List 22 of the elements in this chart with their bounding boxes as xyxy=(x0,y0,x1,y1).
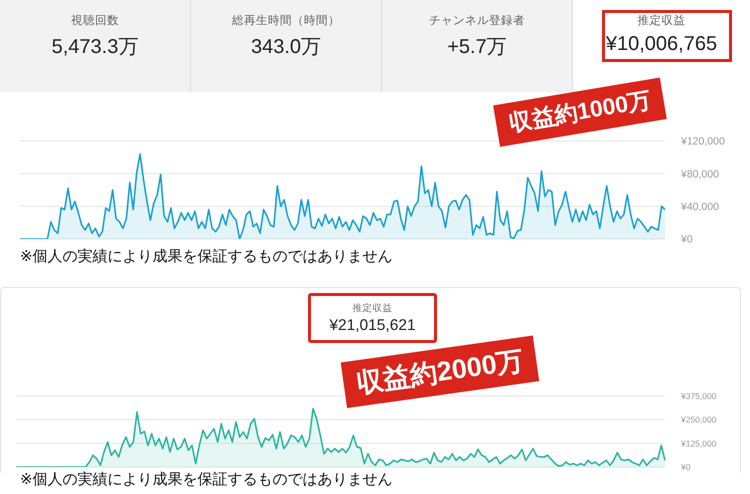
text: ¥10,006,765 xyxy=(606,33,718,55)
y-tick-label: ¥125,000 xyxy=(680,438,717,448)
y-tick-label: ¥0 xyxy=(680,462,691,472)
text: ※個人の実績により成果を保証するものではありません xyxy=(20,471,393,488)
text: 5,473.3万 xyxy=(52,36,138,58)
text: 343.0万 xyxy=(250,36,322,58)
text: 収益約1000万 xyxy=(493,78,667,146)
text: +5.7万 xyxy=(447,36,507,58)
y-tick-label: ¥250,000 xyxy=(680,414,717,425)
y-tick-label: ¥0 xyxy=(680,234,693,246)
y-tick-label: ¥40,000 xyxy=(680,201,720,214)
text: ※個人の実績により成果を保証するものではありません xyxy=(20,248,393,265)
category-label: 総再生時間（時間） xyxy=(232,15,340,27)
category-label: 視聴回数 xyxy=(71,15,119,27)
y-tick-label: ¥80,000 xyxy=(680,168,720,180)
y-tick-label: ¥120,000 xyxy=(680,136,725,148)
chart-title: 推定収益 xyxy=(352,303,392,314)
category-label: チャンネル登録者 xyxy=(429,15,525,27)
annotation: 収益約2000万 xyxy=(340,336,540,408)
category-label: 推定収益 xyxy=(638,15,686,27)
chart-subtitle: ¥21,015,621 xyxy=(329,317,416,334)
y-tick-label: ¥375,000 xyxy=(680,391,717,402)
